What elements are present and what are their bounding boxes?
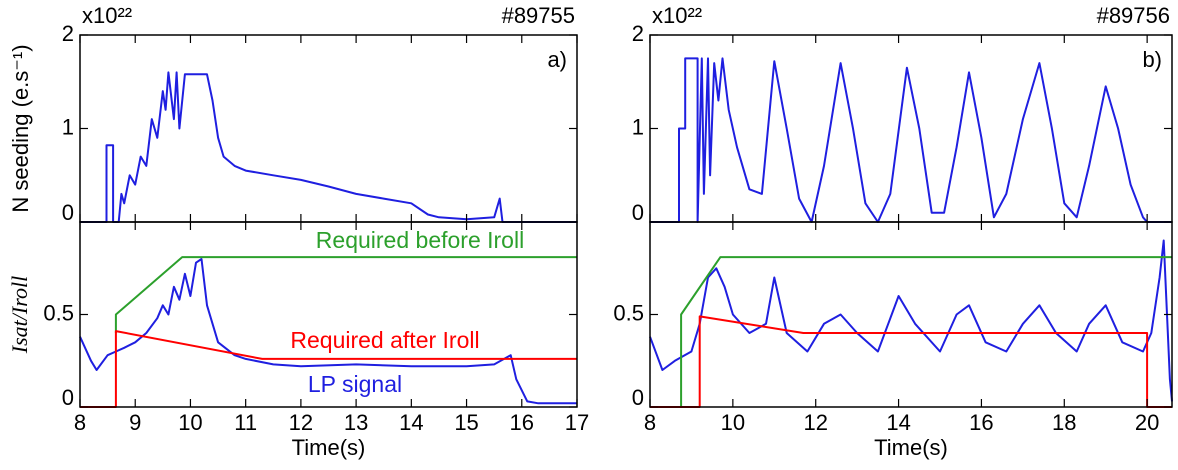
scale-label: x10²² — [82, 3, 132, 28]
x-tick-label: 16 — [510, 410, 534, 435]
x-tick-label: 18 — [1052, 410, 1076, 435]
data-line — [650, 315, 1172, 408]
y-tick-label: 1 — [62, 114, 74, 139]
y-tick-label: 2 — [62, 21, 74, 46]
y-tick-label: 0 — [62, 385, 74, 410]
x-tick-label: 11 — [234, 410, 257, 435]
shot-number: #89756 — [1097, 3, 1170, 28]
y-tick-label: 0 — [62, 200, 74, 225]
data-line — [650, 57, 1172, 223]
data-line — [649, 239, 1173, 402]
scale-label: x10²² — [652, 3, 702, 28]
x-tick-label: 12 — [803, 410, 827, 435]
series-label: Required after Iroll — [290, 327, 479, 353]
x-tick-label: 15 — [454, 410, 478, 435]
data-line — [680, 256, 1172, 407]
x-tick-label: 8 — [644, 410, 656, 435]
shot-number: #89755 — [502, 3, 575, 28]
y-tick-label: 0.5 — [613, 300, 644, 325]
series-label: LP signal — [308, 371, 402, 397]
x-tick-label: 17 — [565, 410, 589, 435]
x-tick-label: 14 — [886, 410, 910, 435]
y-axis-label: Isat/Iroll — [7, 276, 32, 354]
y-tick-label: 1 — [632, 114, 644, 139]
plot-frame — [649, 221, 1173, 408]
series-label: Required before Iroll — [316, 227, 524, 253]
x-tick-label: 12 — [289, 410, 313, 435]
panel-label: a) — [547, 47, 567, 72]
x-tick-label: 10 — [178, 410, 202, 435]
x-axis-label: Time(s) — [292, 435, 366, 460]
data-line — [114, 256, 577, 333]
y-tick-label: 0.5 — [43, 300, 74, 325]
panel-label: b) — [1142, 47, 1162, 72]
x-tick-label: 8 — [74, 410, 86, 435]
plot-frame — [649, 34, 1173, 223]
data-line — [79, 258, 577, 405]
data-line — [80, 71, 577, 223]
x-tick-label: 9 — [129, 410, 141, 435]
y-axis-label: N seeding (e.s⁻¹) — [8, 44, 33, 212]
y-tick-label: 0 — [632, 385, 644, 410]
y-tick-label: 0 — [632, 200, 644, 225]
x-tick-label: 13 — [344, 410, 368, 435]
x-tick-label: 20 — [1135, 410, 1159, 435]
x-tick-label: 16 — [969, 410, 993, 435]
x-tick-label: 14 — [399, 410, 423, 435]
y-tick-label: 2 — [632, 21, 644, 46]
x-tick-label: 10 — [721, 410, 745, 435]
x-axis-label: Time(s) — [874, 435, 948, 460]
